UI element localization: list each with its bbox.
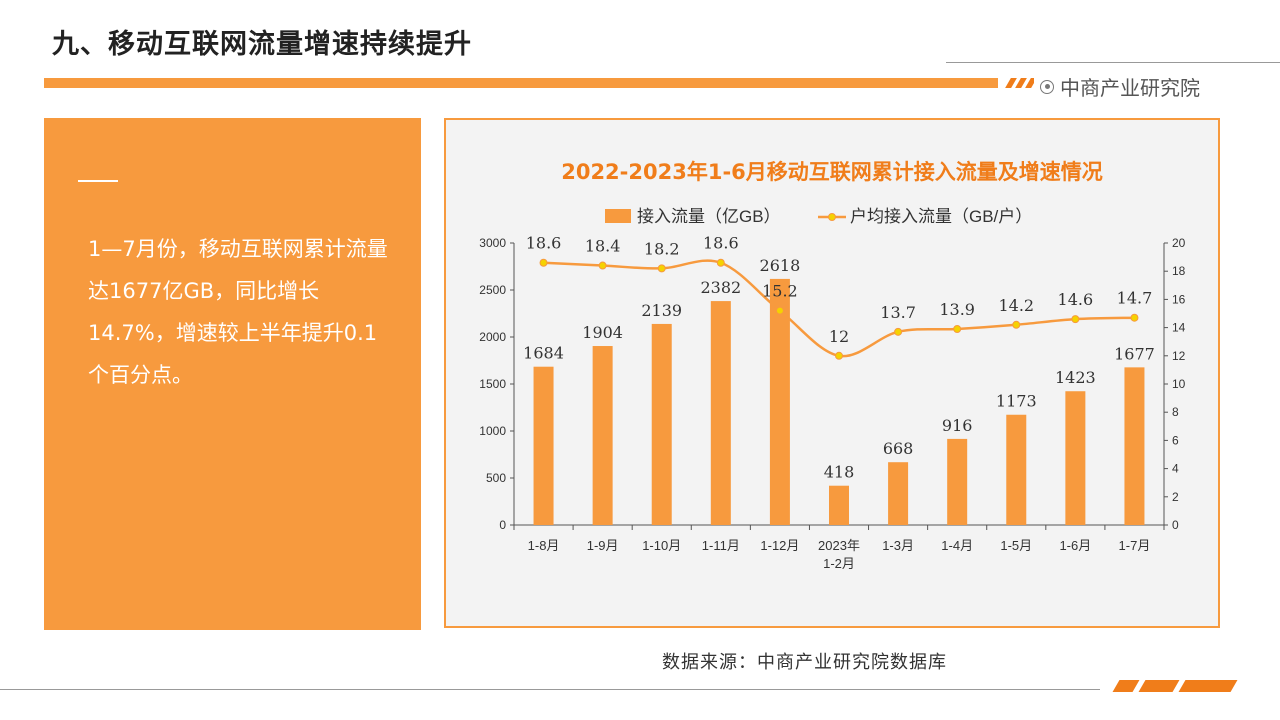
y-right-tick-label: 4 — [1172, 462, 1179, 476]
x-tick-label: 1-2月 — [823, 556, 855, 571]
line-point — [1130, 313, 1139, 322]
bar — [592, 346, 613, 525]
line-point — [598, 261, 607, 270]
bar — [1065, 391, 1086, 525]
legend-line-marker — [828, 213, 836, 221]
x-tick-label: 1-12月 — [760, 538, 799, 553]
bar-value-label: 418 — [824, 463, 855, 482]
x-tick-label: 1-3月 — [882, 538, 914, 553]
summary-text: 1—7月份，移动互联网累计流量达1677亿GB，同比增长14.7%，增速较上半年… — [88, 237, 388, 387]
line-point — [1012, 320, 1021, 329]
legend-line-label: 户均接入流量（GB/户） — [850, 207, 1032, 226]
x-tick-label: 1-4月 — [941, 538, 973, 553]
x-tick-label: 1-8月 — [528, 538, 560, 553]
y-left-tick-label: 500 — [486, 471, 506, 485]
bar — [947, 438, 968, 525]
y-left-tick-label: 2500 — [479, 283, 506, 297]
footer-stripes — [1112, 680, 1242, 692]
y-left-tick-label: 1500 — [479, 377, 506, 391]
y-right-tick-label: 20 — [1172, 236, 1186, 250]
bar-value-label: 1677 — [1114, 344, 1155, 363]
page-title: 九、移动互联网流量增速持续提升 — [52, 29, 472, 60]
x-tick-label: 1-10月 — [642, 538, 681, 553]
legend-bar-swatch — [605, 209, 631, 223]
bar-value-label: 1684 — [523, 344, 564, 363]
y-left-tick-label: 1000 — [479, 424, 506, 438]
y-right-tick-label: 6 — [1172, 433, 1179, 447]
x-tick-label: 1-7月 — [1119, 538, 1151, 553]
y-right-tick-label: 18 — [1172, 264, 1186, 278]
line-point — [657, 264, 666, 273]
bar-value-label: 1173 — [996, 392, 1037, 411]
x-tick-label: 1-9月 — [587, 538, 619, 553]
bar — [1006, 414, 1027, 525]
line-value-label: 18.6 — [526, 234, 562, 253]
y-right-tick-label: 14 — [1172, 321, 1186, 335]
bar — [710, 301, 731, 525]
y-left-tick-label: 0 — [499, 518, 506, 532]
bar-value-label: 1423 — [1055, 368, 1096, 387]
brand-logo: 中商产业研究院 — [1040, 72, 1200, 101]
x-tick-label: 1-6月 — [1059, 538, 1091, 553]
line-point — [953, 325, 962, 334]
y-left-tick-label: 2000 — [479, 330, 506, 344]
x-tick-label: 1-11月 — [702, 538, 740, 553]
x-tick-label: 2023年 — [818, 538, 860, 553]
line-value-label: 18.4 — [585, 237, 621, 256]
bar-value-label: 916 — [942, 416, 973, 435]
bar — [533, 366, 554, 525]
line-value-label: 12 — [829, 327, 849, 346]
target-icon — [1040, 79, 1054, 94]
data-source: 数据来源：中商产业研究院数据库 — [662, 652, 947, 673]
x-tick-label: 1-5月 — [1000, 538, 1032, 553]
y-right-tick-label: 10 — [1172, 377, 1186, 391]
chart-title: 2022-2023年1-6月移动互联网累计接入流量及增速情况 — [561, 160, 1103, 184]
brand-name: 中商产业研究院 — [1060, 76, 1200, 100]
line-value-label: 13.7 — [880, 303, 916, 322]
y-right-tick-label: 0 — [1172, 518, 1179, 532]
line-value-label: 13.9 — [939, 300, 975, 319]
bar-value-label: 1904 — [582, 323, 623, 342]
line-value-label: 18.6 — [703, 234, 739, 253]
y-left-tick-label: 3000 — [479, 236, 506, 250]
y-right-tick-label: 8 — [1172, 405, 1179, 419]
line-value-label: 14.6 — [1058, 290, 1094, 309]
bar — [829, 485, 849, 525]
bar-value-label: 2139 — [641, 301, 682, 320]
summary-panel: 1—7月份，移动互联网累计流量达1677亿GB，同比增长14.7%，增速较上半年… — [44, 118, 421, 630]
header-divider — [946, 62, 1280, 63]
bar — [769, 278, 790, 525]
footer-divider — [0, 689, 1100, 690]
chart-title-row: 2022-2023年1-6月移动互联网累计接入流量及增速情况 — [0, 156, 1280, 186]
line-point — [716, 258, 725, 267]
bar — [888, 462, 909, 525]
line-value-label: 14.2 — [998, 296, 1034, 315]
y-right-tick-label: 2 — [1172, 490, 1179, 504]
summary-dash — [78, 180, 118, 182]
line-value-label: 18.2 — [644, 239, 680, 258]
y-right-tick-label: 12 — [1172, 349, 1186, 363]
line-point — [1071, 315, 1080, 324]
bar-value-label: 2382 — [700, 278, 741, 297]
legend-bar-label: 接入流量（亿GB） — [637, 207, 781, 226]
line-point — [539, 258, 548, 267]
line-point — [775, 306, 784, 315]
y-right-tick-label: 16 — [1172, 292, 1186, 306]
title-underline — [44, 78, 998, 88]
bar — [651, 323, 672, 525]
bar-value-label: 668 — [883, 439, 914, 458]
chart-frame — [444, 118, 1220, 628]
line-value-label: 15.2 — [762, 282, 798, 301]
line-point — [835, 351, 843, 360]
line-point — [894, 327, 903, 336]
bar — [1124, 367, 1145, 525]
bar-value-label: 2618 — [760, 256, 801, 275]
line-value-label: 14.7 — [1117, 289, 1153, 308]
